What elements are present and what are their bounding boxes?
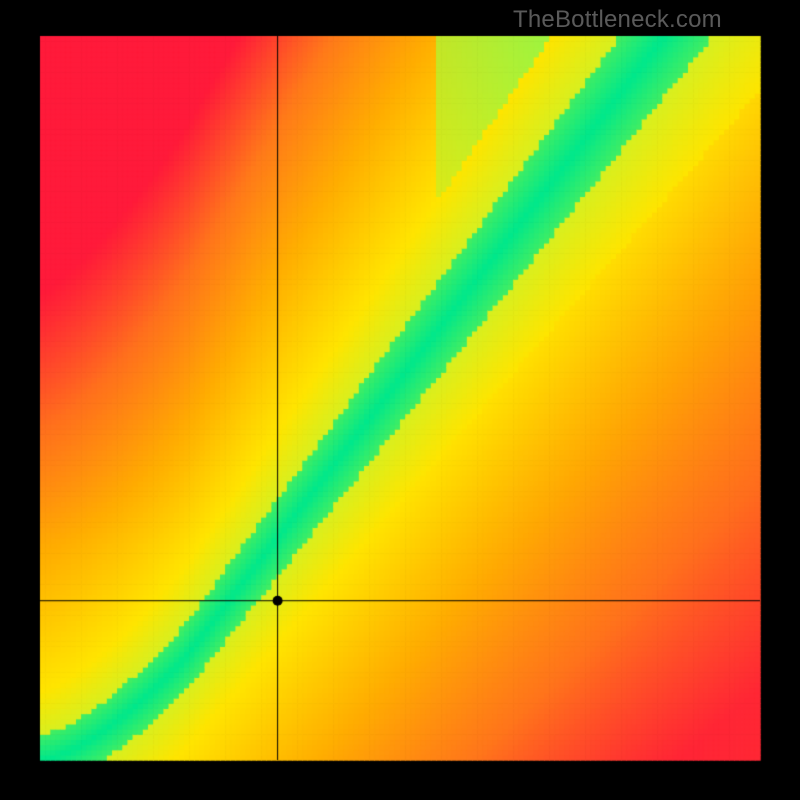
watermark-text: TheBottleneck.com bbox=[513, 6, 722, 34]
bottleneck-heatmap bbox=[0, 0, 800, 800]
